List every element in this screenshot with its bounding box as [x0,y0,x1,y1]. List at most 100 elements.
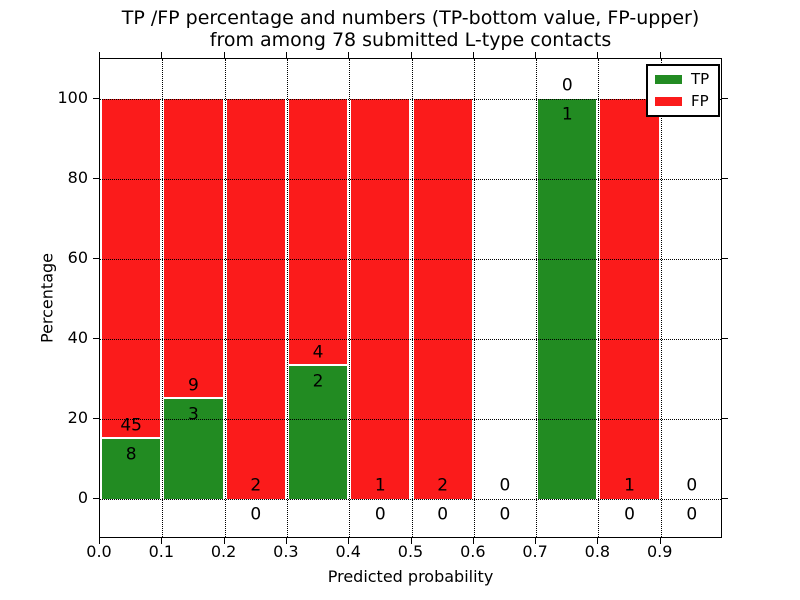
x-tickmark-top [472,52,474,58]
x-tickmark-top [348,52,350,58]
tp-bar-segment [288,365,348,499]
y-tickmark-left [93,258,99,259]
tp-bar-segment [102,438,161,499]
tp-count-label: 0 [686,504,698,525]
fp-bar-segment [351,99,410,499]
y-tickmark-right [722,178,728,179]
fp-bar-segment [288,99,348,364]
x-tick-label: 0.6 [460,542,486,561]
x-tickmark-bottom [161,538,163,544]
y-tick-label: 20 [67,408,88,427]
fp-count-label: 45 [120,415,142,436]
tp-count-label: 0 [499,504,511,525]
y-tickmark-left [93,98,99,99]
fp-count-label: 1 [624,475,635,496]
fp-legend-swatch [655,97,682,106]
legend-entry: TP [655,72,709,87]
gridline-vertical [286,59,288,537]
x-tickmark-bottom [597,538,599,544]
x-tick-label: 0.2 [210,542,237,561]
gridline-vertical [224,59,226,537]
gridline-vertical [598,59,600,537]
gridline-vertical [660,59,662,537]
x-tickmark-bottom [285,538,287,544]
gridline-horizontal [100,339,721,340]
x-tickmark-bottom [659,538,661,544]
gridline-vertical [411,59,413,537]
fp-count-label: 0 [499,475,511,496]
legend-entry-label: FP [691,92,709,110]
legend-entry: FP [655,94,709,109]
y-tickmark-right [722,418,728,419]
fp-count-label: 4 [312,342,324,363]
x-tick-label: 0.0 [86,542,112,561]
x-axis-label: Predicted probability [327,567,494,586]
x-tick-label: 0.7 [522,542,548,561]
tp-count-label: 0 [624,504,635,525]
x-tickmark-bottom [348,538,350,544]
x-tickmark-bottom [472,538,474,544]
y-tickmark-right [722,258,728,259]
x-tickmark-bottom [410,538,412,544]
fp-bar-segment [164,99,223,397]
fp-count-label: 1 [374,475,386,496]
tp-bar-segment [538,99,597,499]
y-tick-label: 0 [77,488,88,507]
chart-title: TP /FP percentage and numbers (TP-bottom… [99,7,722,51]
fp-count-label: 2 [437,475,449,496]
x-tickmark-bottom [223,538,225,544]
fp-bar-segment [102,99,161,437]
y-tick-label: 80 [67,168,88,187]
x-tickmark-top [659,52,661,58]
y-tick-label: 40 [67,328,88,347]
y-tickmark-right [722,98,728,99]
y-tick-label: 100 [57,88,88,107]
gridline-horizontal [100,419,721,420]
y-tickmark-left [93,178,99,179]
y-tickmark-left [93,498,99,499]
gridline-vertical [536,59,538,537]
gridline-vertical [473,59,475,537]
x-tick-label: 0.9 [646,542,673,561]
tp-count-label: 0 [374,504,386,525]
gridline-horizontal [100,259,721,260]
x-tickmark-top [161,52,163,58]
gridline-vertical [162,59,164,537]
y-tickmark-right [722,498,728,499]
x-tickmark-top [99,52,100,58]
x-tick-label: 0.4 [335,542,361,561]
gridline-horizontal [100,179,721,180]
x-tickmark-top [410,52,412,58]
x-tick-label: 0.5 [397,542,424,561]
x-tickmark-top [285,52,287,58]
tp-legend-swatch [655,75,682,84]
tp-count-label: 8 [125,444,137,465]
fp-count-label: 2 [250,475,262,496]
tp-count-label: 2 [312,371,324,392]
x-tick-label: 0.1 [148,542,175,561]
y-tickmark-left [93,418,99,419]
fp-bar-segment [413,99,472,499]
chart-title-line1: TP /FP percentage and numbers (TP-bottom… [121,7,700,29]
gridline-vertical [349,59,351,537]
fp-count-label: 9 [188,375,199,396]
plot-area: 45 8 9 3 2 0 4 2 1 0 2 0 0 0 0 1 1 0 0 0 [99,58,722,538]
fp-count-label: 0 [561,75,573,96]
x-tick-label: 0.3 [273,542,299,561]
legend: TP FP [646,64,721,117]
tp-count-label: 0 [437,504,449,525]
tp-count-label: 3 [188,404,199,425]
x-tickmark-bottom [535,538,537,544]
y-tick-label: 60 [67,248,88,267]
legend-entry-label: TP [691,70,710,88]
x-tickmark-top [535,52,537,58]
gridline-horizontal [100,99,721,100]
tp-count-label: 0 [250,504,262,525]
y-tickmark-left [93,338,99,339]
fp-bar-segment [226,99,285,499]
tp-count-label: 1 [561,104,573,125]
fp-count-label: 0 [686,475,698,496]
y-tickmark-right [722,338,728,339]
x-tickmark-top [597,52,599,58]
